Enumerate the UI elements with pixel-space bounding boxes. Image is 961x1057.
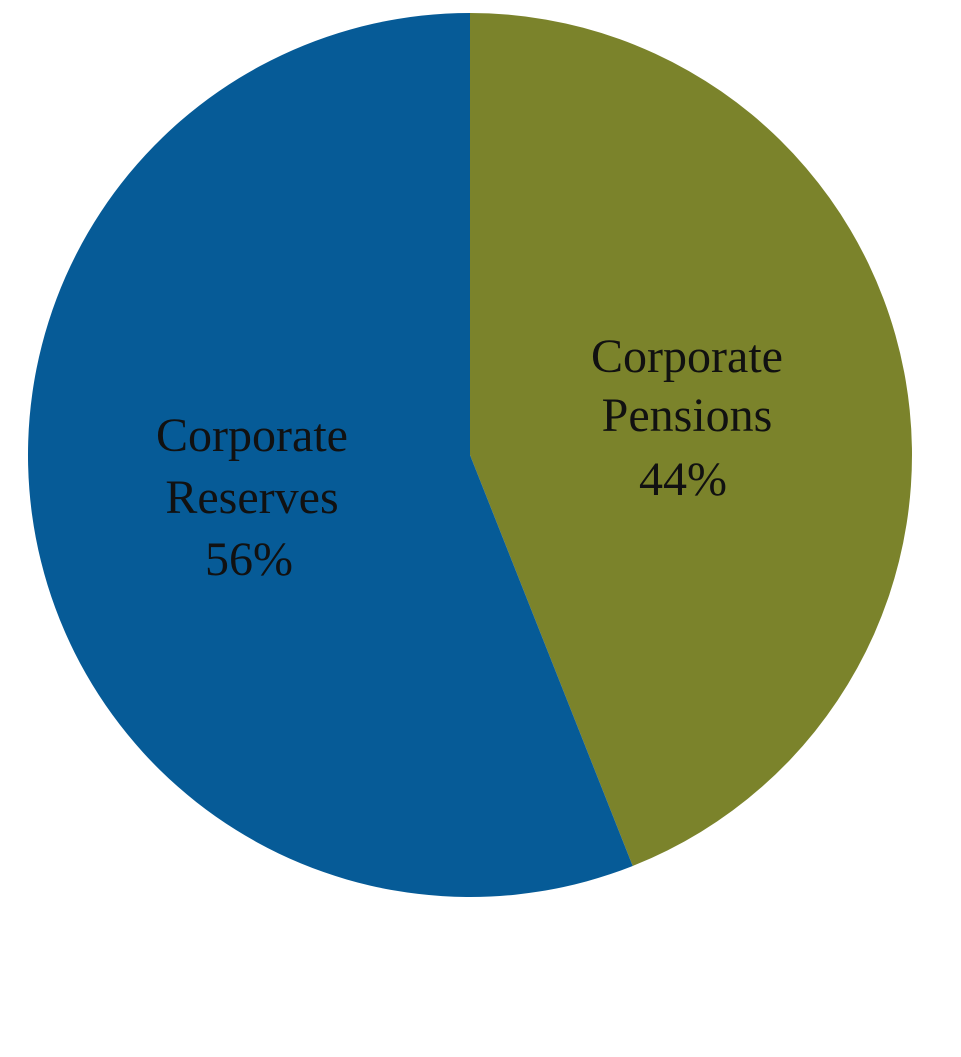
slice-label-reserves-name-line2: Reserves — [165, 471, 338, 524]
pie-slices — [27, 13, 912, 897]
pie-slice-reserves — [27, 13, 633, 897]
slice-label-reserves-value: 56% — [205, 533, 293, 586]
slice-label-pensions-name-line2: Pensions — [602, 389, 773, 442]
slice-label-reserves-name-line1: Corporate — [156, 409, 348, 462]
slice-label-pensions-name-line1: Corporate — [591, 330, 783, 383]
slice-label-pensions-value: 44% — [639, 453, 727, 506]
pie-slice-pensions — [470, 13, 912, 866]
pie-labels: Corporate Pensions 44% Corporate Reserve… — [156, 330, 783, 586]
